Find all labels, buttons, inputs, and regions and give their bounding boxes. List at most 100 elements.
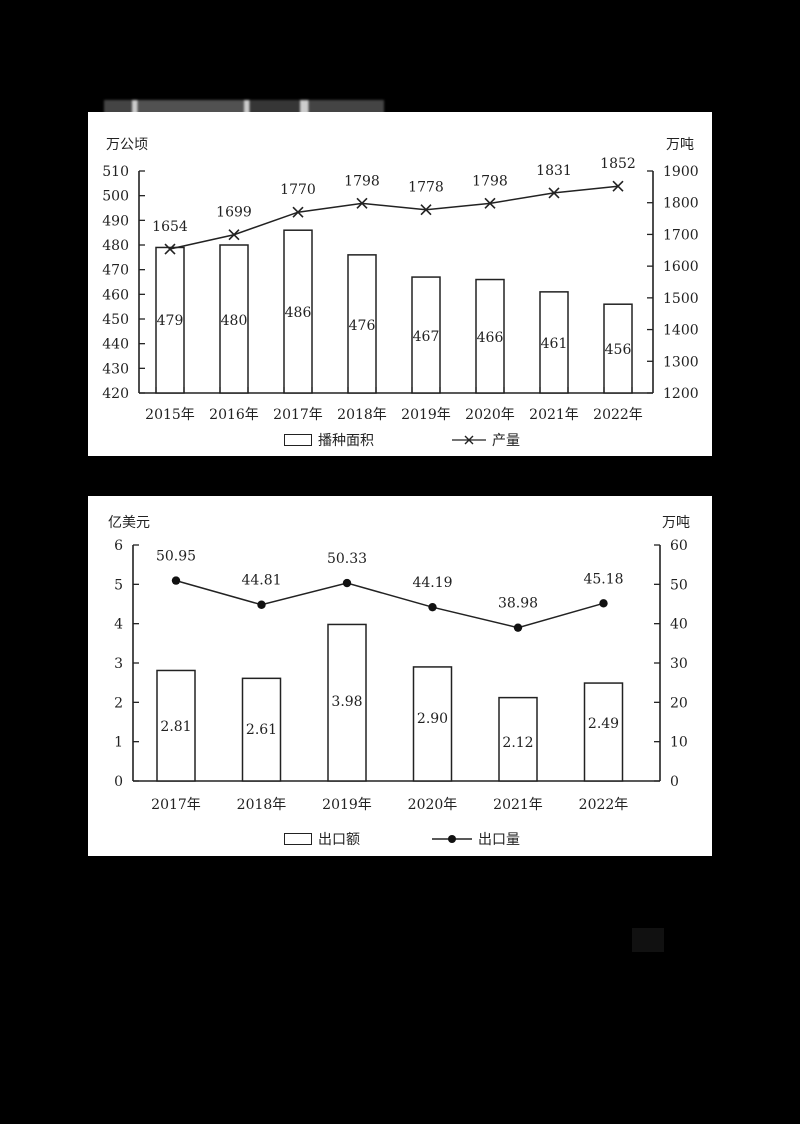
legend-line: 产量	[452, 430, 520, 450]
category-label: 2015年	[145, 407, 195, 423]
left-tick-label: 3	[114, 656, 123, 672]
line-value-label: 1831	[536, 163, 572, 179]
bar-value-label: 467	[413, 329, 440, 345]
x-marker-icon	[228, 229, 240, 241]
bar-value-label: 3.98	[331, 694, 362, 710]
legend-bar-swatch	[284, 434, 312, 446]
x-marker-icon	[420, 204, 432, 216]
category-label: 2017年	[151, 797, 201, 813]
bar-value-label: 479	[157, 313, 184, 329]
x-marker-icon	[356, 197, 368, 209]
line-value-label: 1798	[472, 173, 508, 189]
line-value-label: 44.81	[241, 573, 281, 589]
chart-1-svg: 420 430 440 450 460 470 480 490 500 510 1200 1300 14…	[102, 156, 699, 423]
right-tick-label: 0	[670, 774, 679, 790]
legend-bar-label: 播种面积	[318, 433, 374, 449]
bar	[155, 246, 185, 394]
bar-value-label: 456	[605, 342, 632, 358]
legend-line-label: 产量	[492, 433, 520, 449]
right-tick-label: 10	[670, 735, 688, 751]
left-tick-label: 6	[114, 538, 123, 554]
left-tick-label: 510	[102, 164, 129, 180]
line-value-label: 1654	[152, 219, 188, 235]
line-series	[169, 185, 619, 250]
legend-line-label: 出口量	[478, 832, 520, 848]
bar-value-label: 461	[541, 336, 568, 352]
dot-marker-icon	[171, 576, 181, 585]
bar	[475, 278, 505, 394]
left-tick-label: 470	[102, 263, 129, 279]
x-marker-icon	[164, 243, 176, 255]
bar	[539, 291, 569, 394]
category-label: 2021年	[493, 797, 543, 813]
category-label: 2021年	[529, 407, 579, 423]
left-tick-label: 0	[114, 774, 123, 790]
left-tick-label: 4	[114, 617, 123, 633]
x-marker-icon	[292, 206, 304, 218]
category-label: 2019年	[401, 407, 451, 423]
bar	[156, 669, 196, 782]
left-tick-label: 450	[102, 312, 129, 328]
line-value-label: 1852	[600, 156, 636, 172]
legend-bar: 播种面积	[284, 430, 374, 450]
right-tick-label: 1500	[663, 291, 699, 307]
x-marker-icon	[548, 187, 560, 199]
right-tick-label: 50	[670, 577, 688, 593]
bar-value-label: 2.12	[502, 735, 533, 751]
legend-line-dot-marker-icon	[432, 835, 472, 843]
bar	[412, 666, 453, 782]
right-tick-label: 20	[670, 695, 688, 711]
left-tick-label: 460	[102, 287, 129, 303]
left-tick-label: 490	[102, 213, 129, 229]
bar-value-label: 476	[349, 318, 376, 334]
category-label: 2020年	[408, 797, 458, 813]
left-tick-label: 2	[114, 695, 123, 711]
right-tick-label: 60	[670, 538, 688, 554]
bar	[603, 303, 633, 394]
left-tick-label: 5	[114, 577, 123, 593]
category-label: 2018年	[337, 407, 387, 423]
left-tick-label: 420	[102, 386, 129, 402]
dot-marker-icon	[428, 602, 437, 612]
legend-bar-swatch	[284, 833, 312, 845]
right-tick-label: 1900	[663, 164, 699, 180]
line-value-label: 50.95	[156, 549, 196, 565]
category-label: 2018年	[237, 797, 287, 813]
bar-value-label: 486	[285, 305, 312, 321]
left-axis-unit: 亿美元	[108, 515, 150, 531]
line-value-label: 50.33	[327, 551, 367, 567]
line-value-label: 1770	[280, 182, 316, 198]
right-tick-label: 1200	[663, 386, 699, 402]
bar	[219, 244, 249, 394]
dot-marker-icon	[513, 623, 523, 632]
left-axis-unit: 万公顷	[106, 137, 148, 153]
right-tick-label: 1800	[663, 196, 699, 212]
left-tick-label: 480	[102, 238, 129, 254]
right-tick-label: 1600	[663, 259, 699, 275]
dot-marker-icon	[342, 578, 352, 588]
left-tick-label: 500	[102, 189, 129, 205]
line-value-label: 1699	[216, 205, 252, 221]
left-tick-label: 430	[102, 361, 129, 377]
x-marker-icon	[612, 180, 624, 192]
chart-2-svg: 012345601020304050602.812017年2.612018年3.…	[114, 538, 688, 813]
line-value-label: 45.18	[583, 571, 623, 587]
right-tick-label: 1300	[663, 354, 699, 370]
bar	[347, 254, 377, 394]
bar-value-label: 2.90	[417, 711, 448, 727]
dot-marker-icon	[257, 600, 266, 609]
category-label: 2016年	[209, 407, 259, 423]
right-tick-label: 1400	[663, 323, 699, 339]
line-series	[175, 579, 604, 629]
right-tick-label: 1700	[663, 227, 699, 243]
left-tick-label: 440	[102, 337, 129, 353]
bar-value-label: 480	[221, 313, 248, 329]
line-value-label: 1798	[344, 173, 380, 189]
bar	[327, 623, 367, 782]
bar	[283, 229, 313, 394]
line-value-label: 44.19	[412, 575, 452, 591]
category-label: 2022年	[593, 407, 643, 423]
legend-bar-label: 出口额	[318, 832, 360, 848]
dot-marker-icon	[599, 599, 608, 608]
bar	[583, 682, 624, 782]
